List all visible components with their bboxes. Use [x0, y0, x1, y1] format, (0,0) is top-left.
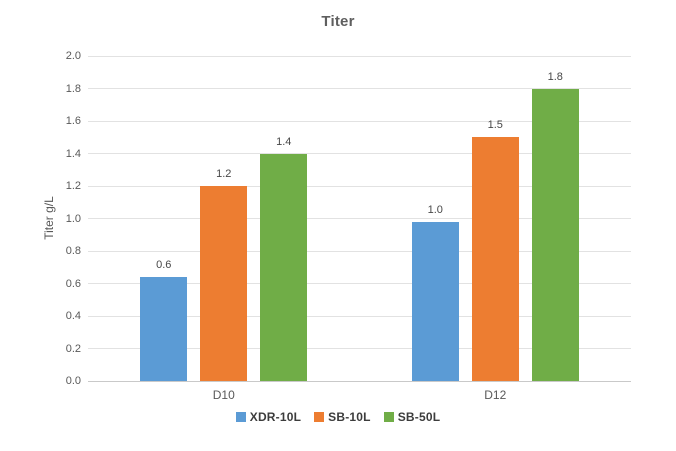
y-tick-label: 1.6 [65, 115, 81, 127]
bar-sb-50l-d12 [531, 88, 579, 381]
legend-swatch-icon [314, 412, 325, 422]
bar-sb-50l-d10 [260, 153, 308, 381]
y-tick-label: 0.8 [65, 245, 81, 257]
gridline [88, 315, 631, 317]
y-tick-label: 0.2 [65, 342, 81, 355]
bar-sb-10l-d12 [471, 137, 519, 381]
legend-label: XDR-10L [249, 410, 302, 424]
x-axis-line [88, 380, 631, 382]
x-category-label: D12 [484, 388, 507, 402]
gridline [88, 153, 631, 154]
legend-item-sb-50l: SB-50L [383, 410, 441, 424]
gridline [88, 55, 631, 57]
y-tick-label: 1.2 [65, 180, 81, 192]
bar-xdr-10l-d10 [140, 277, 188, 381]
y-tick-label: 0.0 [65, 375, 81, 387]
y-tick-label: 0.6 [65, 277, 81, 290]
gridline [88, 185, 631, 187]
y-tick-label: 1.0 [65, 212, 81, 225]
legend-label: SB-10L [328, 410, 371, 424]
legend: XDR-10L SB-10L SB-50L [0, 410, 676, 424]
x-category-label: D10 [212, 388, 235, 402]
gridline [88, 120, 631, 122]
bar-value-label: 1.0 [427, 203, 443, 216]
bar-value-label: 1.4 [276, 135, 292, 148]
chart-title: Titer [321, 13, 355, 30]
bar-value-label: 1.5 [487, 119, 503, 132]
y-axis-title: Titer g/L [42, 196, 56, 240]
bar-sb-10l-d10 [200, 186, 248, 381]
y-tick-label: 0.4 [65, 310, 81, 322]
legend-swatch-icon [235, 412, 246, 422]
gridline [88, 218, 631, 219]
legend-item-sb-10l: SB-10L [314, 410, 371, 424]
bar-value-label: 0.6 [156, 259, 172, 271]
gridline [88, 250, 631, 252]
legend-swatch-icon [383, 412, 394, 422]
bar-value-label: 1.2 [216, 168, 232, 180]
bar-xdr-10l-d12 [411, 221, 459, 381]
y-tick-label: 2.0 [65, 50, 81, 62]
gridline [88, 88, 631, 89]
y-tick-label: 1.8 [65, 82, 81, 95]
gridline [88, 283, 631, 284]
gridline [88, 348, 631, 349]
y-tick-label: 1.4 [65, 147, 81, 160]
legend-item-xdr-10l: XDR-10L [235, 410, 302, 424]
bar-value-label: 1.8 [547, 70, 563, 83]
legend-label: SB-50L [397, 410, 441, 424]
